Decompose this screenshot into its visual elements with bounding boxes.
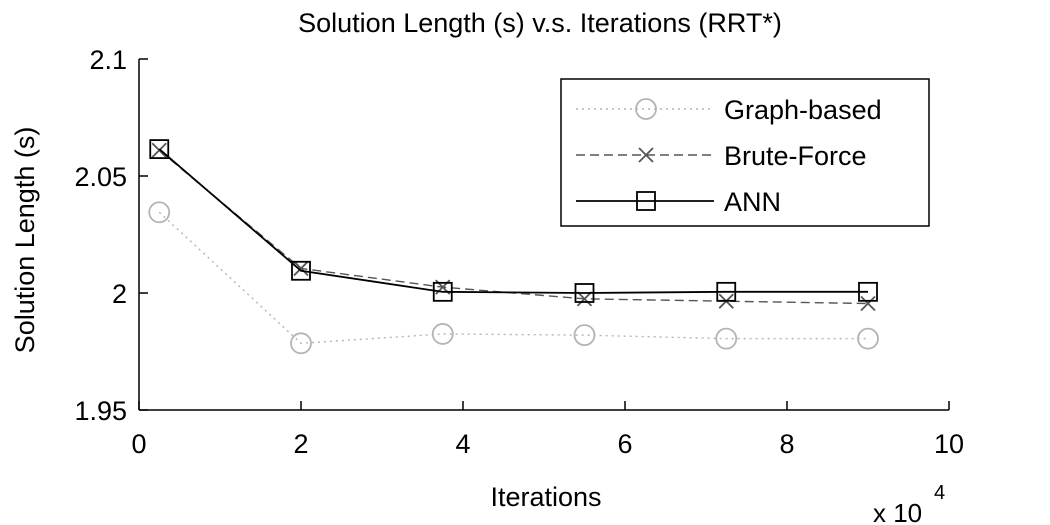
x-marker: [860, 295, 876, 312]
series-line: [158, 148, 868, 294]
series-line: [158, 211, 868, 345]
square-marker: [858, 281, 878, 302]
x-multiplier-label: x 10: [873, 498, 922, 525]
series-ann: [149, 139, 878, 303]
chart-title: Solution Length (s) v.s. Iterations (RRT…: [298, 8, 782, 38]
plot-area: [138, 59, 949, 411]
circle-marker: [573, 324, 596, 347]
legend: Graph-based Brute-Force ANN: [560, 78, 930, 227]
y-axis-label: Solution Length (s): [10, 127, 40, 354]
axis-ticks: 0 2 4 6 8 10 1.95 2 2.05 2.1: [74, 45, 964, 459]
y-tick-label: 1.95: [74, 396, 127, 426]
x-marker: [576, 291, 593, 307]
square-marker: [149, 139, 170, 159]
x-tick-label: 4: [455, 429, 470, 459]
x-tick-label: 10: [934, 429, 964, 459]
square-marker: [636, 191, 656, 211]
legend-label: ANN: [724, 187, 781, 217]
y-tick-label: 2.1: [89, 45, 127, 75]
x-marker-stroke: [576, 291, 593, 307]
x-marker-stroke: [293, 260, 309, 277]
square-marker: [291, 260, 311, 281]
x-axis-label: Iterations: [490, 482, 601, 512]
legend-item: Graph-based: [576, 95, 882, 125]
legend-label: Graph-based: [724, 95, 882, 125]
x-multiplier-exponent: 4: [934, 482, 945, 504]
x-tick-label: 0: [131, 429, 146, 459]
square-marker: [432, 281, 453, 302]
x-marker: [293, 260, 309, 277]
x-tick-label: 6: [617, 429, 632, 459]
series-layer: [148, 139, 879, 355]
legend-item: ANN: [576, 187, 781, 217]
circle-marker: [635, 98, 657, 120]
x-tick-label: 2: [293, 429, 308, 459]
square-marker: [574, 283, 595, 303]
circle-marker: [857, 327, 879, 350]
circle-marker: [290, 332, 312, 355]
circle-marker: [148, 201, 171, 224]
circle-marker: [715, 327, 738, 350]
x-marker: [638, 147, 654, 163]
y-tick-label: 2: [112, 279, 127, 309]
square-marker: [716, 281, 737, 302]
x-marker-stroke: [860, 295, 876, 312]
legend-label: Brute-Force: [724, 141, 867, 171]
circle-marker: [431, 323, 454, 345]
series-graph-based: [148, 201, 879, 355]
x-marker-stroke: [638, 147, 654, 163]
y-tick-label: 2.05: [74, 162, 127, 192]
legend-item: Brute-Force: [576, 141, 867, 171]
x-tick-label: 8: [779, 429, 794, 459]
